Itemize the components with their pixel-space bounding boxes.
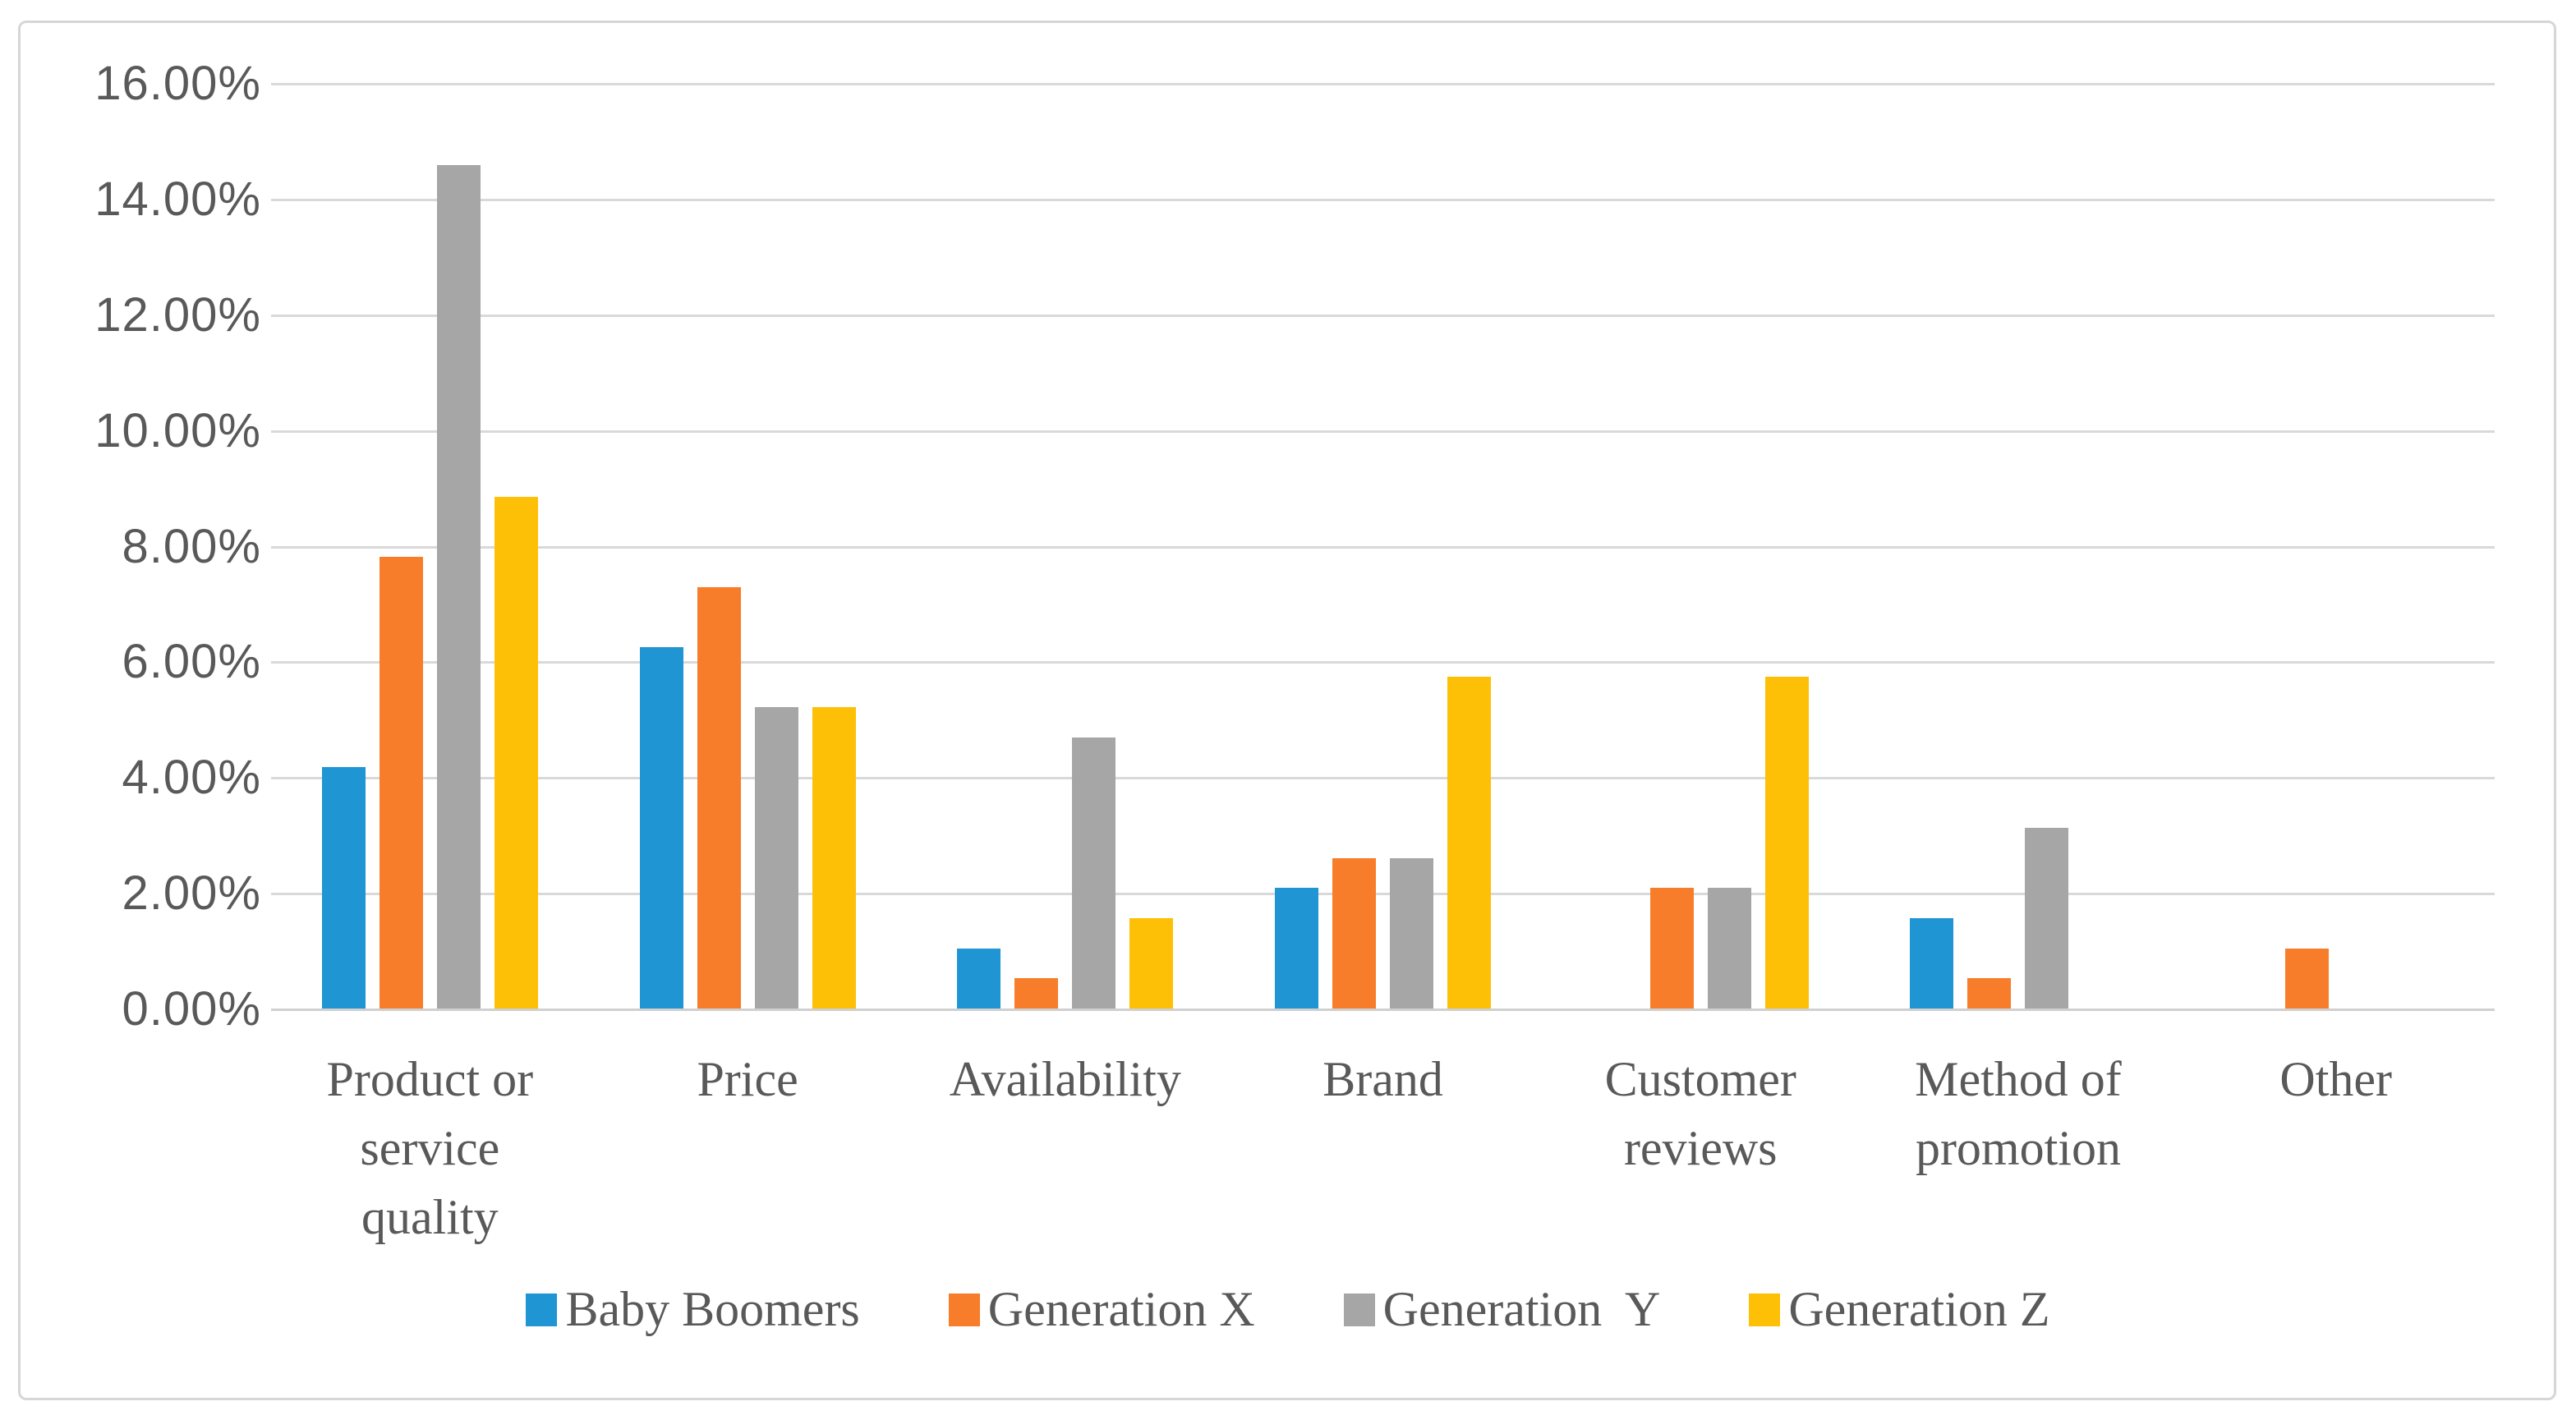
bar — [697, 587, 741, 1009]
bar — [1707, 888, 1751, 1009]
bar — [1014, 978, 1059, 1009]
gridline — [271, 83, 2495, 85]
category-label: Method of promotion — [1915, 1052, 2122, 1175]
y-axis-tick-label: 0.00% — [122, 982, 261, 1036]
category-label: Price — [697, 1052, 798, 1106]
bar — [1332, 858, 1377, 1009]
plot-area — [271, 83, 2495, 1011]
bar — [1390, 858, 1434, 1009]
gridline — [271, 199, 2495, 201]
bar — [1649, 888, 1694, 1009]
bar — [639, 647, 683, 1009]
gridline — [271, 546, 2495, 549]
legend: Baby Boomers Generation X Generation Y Gene… — [0, 1281, 2576, 1338]
bar — [1275, 888, 1319, 1009]
category-label: Other — [2279, 1052, 2392, 1106]
y-axis-tick-label: 2.00% — [122, 866, 261, 920]
bar-group-2 — [589, 83, 907, 1009]
legend-swatch — [526, 1293, 558, 1326]
category-label: Customer reviews — [1604, 1052, 1796, 1175]
legend-item: Generation X — [948, 1281, 1255, 1338]
legend-label: Generation X — [987, 1282, 1255, 1336]
legend-label: Generation Y — [1382, 1282, 1661, 1336]
bar-group-3 — [906, 83, 1224, 1009]
y-axis-tick-label: 14.00% — [94, 172, 261, 226]
bars-container — [271, 83, 2495, 1009]
y-axis-tick-label: 12.00% — [94, 288, 261, 342]
category-label: Product or service quality — [326, 1052, 534, 1244]
legend-item: Generation Y — [1343, 1281, 1661, 1338]
y-axis-tick-label: 8.00% — [122, 520, 261, 573]
gridline — [271, 777, 2495, 779]
bar — [754, 707, 798, 1009]
gridline — [271, 661, 2495, 664]
gridline — [271, 315, 2495, 317]
bar — [2025, 828, 2069, 1009]
bar — [1967, 978, 2012, 1009]
legend-swatch — [1343, 1293, 1375, 1326]
legend-swatch — [948, 1293, 980, 1326]
bar — [1129, 918, 1174, 1009]
y-axis-tick-label: 6.00% — [122, 635, 261, 688]
bar — [1910, 918, 1954, 1009]
y-axis-tick-label: 10.00% — [94, 404, 261, 457]
bar — [1072, 737, 1116, 1009]
gridline — [271, 430, 2495, 433]
bar-group-6 — [1860, 83, 2178, 1009]
x-axis-category-labels: Product or service quality Price Availabil… — [271, 1045, 2495, 1252]
bar — [812, 707, 856, 1009]
bar-group-5 — [1542, 83, 1860, 1009]
y-axis-tick-label: 4.00% — [122, 751, 261, 804]
gridline — [271, 893, 2495, 895]
legend-label: Generation Z — [1788, 1282, 2050, 1336]
bar-group-7 — [2177, 83, 2495, 1009]
bar — [494, 497, 538, 1009]
bar-group-1 — [271, 83, 589, 1009]
category-label: Brand — [1322, 1052, 1443, 1106]
bar — [1764, 677, 1809, 1009]
bar — [957, 949, 1001, 1009]
y-axis-tick-label: 16.00% — [94, 57, 261, 110]
legend-item: Baby Boomers — [526, 1281, 860, 1338]
x-axis-line — [271, 1009, 2495, 1011]
legend-swatch — [1749, 1293, 1781, 1326]
bar — [436, 165, 481, 1009]
bar-group-4 — [1224, 83, 1542, 1009]
bar — [2285, 949, 2330, 1009]
category-label: Availability — [949, 1052, 1181, 1106]
legend-item: Generation Z — [1749, 1281, 2050, 1338]
bar — [379, 557, 423, 1009]
legend-label: Baby Boomers — [565, 1282, 860, 1336]
bar — [321, 767, 366, 1009]
bar — [1447, 677, 1492, 1009]
